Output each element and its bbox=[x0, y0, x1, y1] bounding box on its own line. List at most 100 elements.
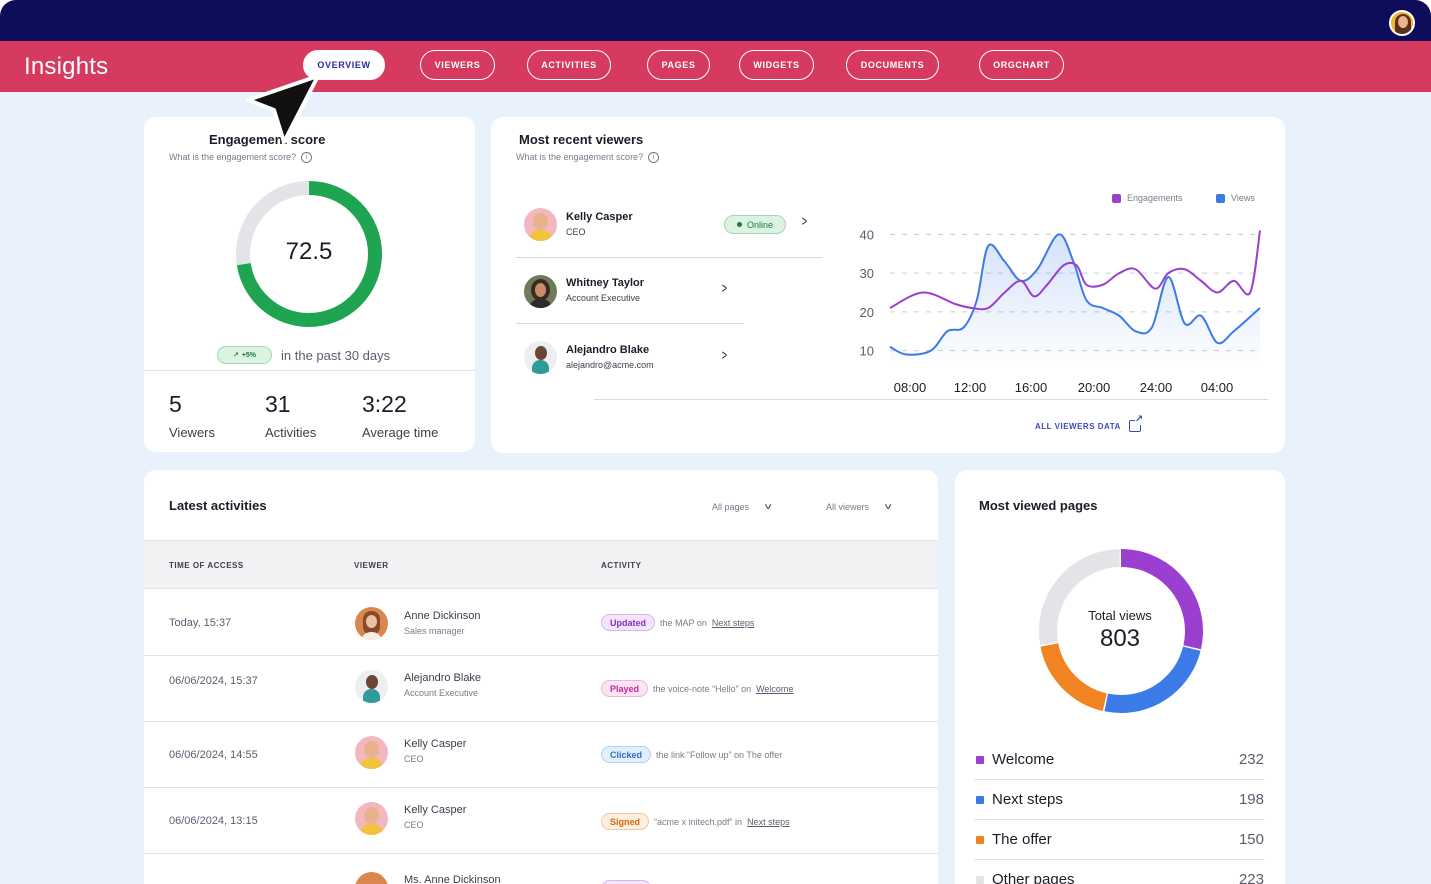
engagement-card bbox=[144, 117, 475, 452]
page-views: 232 bbox=[1238, 751, 1264, 768]
page-row-other-pages[interactable]: Other pages 223 bbox=[974, 860, 1265, 884]
status-badge: Played bbox=[601, 680, 649, 697]
legend-views: Views bbox=[1216, 193, 1255, 203]
time-cell: 06/06/2024, 14:55 bbox=[169, 749, 258, 761]
y-tick-label: 40 bbox=[860, 227, 874, 242]
page-row-welcome[interactable]: Welcome 232 bbox=[974, 740, 1265, 780]
viewer-name: Ms. Anne Dickinson bbox=[404, 874, 501, 884]
total-views-label: Total views bbox=[1088, 608, 1152, 623]
avatar bbox=[355, 736, 388, 769]
viewer-row[interactable]: Alejandro Blake alejandro@acme.com > bbox=[516, 325, 744, 391]
tab-widgets[interactable]: WIDGETS bbox=[739, 50, 814, 80]
filter-pages[interactable]: All pages ∨ bbox=[712, 501, 774, 512]
x-tick-label: 24:00 bbox=[1140, 380, 1173, 395]
status-badge: Clicked bbox=[601, 746, 652, 763]
page-link[interactable]: Next steps bbox=[747, 816, 790, 827]
page-views: 223 bbox=[1238, 871, 1264, 884]
all-viewers-link[interactable]: ALL VIEWERS DATA bbox=[1035, 415, 1144, 432]
viewer-name: Kelly Casper bbox=[404, 804, 467, 816]
x-tick-label: 20:00 bbox=[1078, 380, 1111, 395]
nav-bar: Insights OVERVIEW VIEWERS ACTIVITIES PAG… bbox=[0, 41, 1431, 92]
donut-slice bbox=[1039, 549, 1203, 713]
table-row[interactable]: 06/06/2024, 13:15 Kelly Casper CEO Signe… bbox=[144, 788, 938, 854]
viewer-name: Anne Dickinson bbox=[404, 610, 481, 622]
viewer-role: alejandro@acme.com bbox=[566, 360, 654, 370]
views-line bbox=[889, 233, 1261, 356]
activities-card bbox=[144, 470, 938, 884]
stat-activities-label: Activities bbox=[265, 425, 317, 440]
info-icon[interactable]: i bbox=[301, 152, 313, 164]
filter-viewers[interactable]: All viewers ∨ bbox=[826, 501, 894, 512]
avatar bbox=[355, 802, 388, 835]
activity-cell bbox=[601, 880, 651, 884]
col-viewer: VIEWER bbox=[354, 561, 389, 570]
page-title: Insights bbox=[24, 53, 109, 80]
avatar bbox=[355, 607, 388, 640]
activity-cell: Clicked the link “Follow up” on The offe… bbox=[601, 746, 782, 763]
engagement-score: 72.5 bbox=[285, 238, 333, 265]
engagement-help[interactable]: What is the engagement score? i bbox=[169, 152, 313, 164]
chart-baseline bbox=[594, 399, 1268, 400]
stat-time-label: Average time bbox=[362, 425, 439, 440]
pages-title: Most viewed pages bbox=[979, 498, 1098, 513]
y-tick-label: 20 bbox=[860, 305, 874, 320]
avatar bbox=[524, 208, 557, 241]
info-icon[interactable]: i bbox=[648, 152, 660, 164]
avatar bbox=[524, 275, 557, 308]
tab-pages[interactable]: PAGES bbox=[647, 50, 710, 80]
x-tick-label: 04:00 bbox=[1201, 380, 1234, 395]
page-views: 150 bbox=[1238, 831, 1264, 848]
chevron-right-icon[interactable]: > bbox=[721, 347, 728, 364]
viewer-row[interactable]: Kelly Casper CEO bbox=[516, 192, 822, 258]
page-link[interactable]: Next steps bbox=[711, 617, 755, 628]
external-link-icon bbox=[1128, 415, 1144, 432]
recent-viewers-card bbox=[491, 117, 1285, 453]
page-row-next-steps[interactable]: Next steps 198 bbox=[974, 780, 1265, 820]
x-tick-label: 12:00 bbox=[954, 380, 987, 395]
activity-cell: Signed “acme x initech.pdf” in Next steps bbox=[601, 813, 790, 830]
table-row[interactable]: 06/06/2024, 15:37 Alejandro Blake Accoun… bbox=[144, 656, 938, 722]
engagements-line bbox=[889, 230, 1261, 311]
tab-documents[interactable]: DOCUMENTS bbox=[846, 50, 939, 80]
viewer-role: CEO bbox=[566, 227, 586, 237]
stat-viewers-label: Viewers bbox=[169, 425, 216, 440]
stat-time-value: 3:22 bbox=[362, 391, 407, 417]
gauge-fill bbox=[236, 181, 382, 327]
tab-orgchart[interactable]: ORGCHART bbox=[979, 50, 1064, 80]
viewer-name: Alejandro Blake bbox=[404, 672, 482, 684]
engagement-title: Engagement score bbox=[209, 132, 326, 147]
cursor-pointer-icon bbox=[246, 74, 320, 144]
time-cell: 06/06/2024, 13:15 bbox=[169, 815, 258, 827]
stat-activities-value: 31 bbox=[265, 391, 291, 417]
viewer-role: CEO bbox=[404, 820, 424, 830]
tab-viewers[interactable]: VIEWERS bbox=[420, 50, 495, 80]
divider bbox=[144, 370, 475, 371]
y-tick-label: 30 bbox=[860, 266, 874, 281]
table-row[interactable]: Today, 15:37 Anne Dickinson Sales manage… bbox=[144, 590, 938, 656]
page-name: Other pages bbox=[992, 871, 1075, 884]
viewer-role: Account Executive bbox=[404, 688, 479, 698]
x-tick-label: 08:00 bbox=[894, 380, 927, 395]
chevron-down-icon: ∨ bbox=[883, 501, 894, 511]
page-name: The offer bbox=[992, 831, 1052, 848]
table-row[interactable]: 06/06/2024, 14:55 Kelly Casper CEO Click… bbox=[144, 722, 938, 788]
page-link[interactable]: Welcome bbox=[756, 683, 794, 694]
chevron-right-icon[interactable]: > bbox=[801, 213, 808, 230]
table-row[interactable]: Ms. Anne Dickinson bbox=[144, 854, 938, 884]
viewer-role: CEO bbox=[404, 754, 424, 764]
top-bar bbox=[0, 0, 1431, 41]
tab-activities[interactable]: ACTIVITIES bbox=[527, 50, 611, 80]
online-badge: Online bbox=[724, 215, 786, 234]
trend-badge: ↗ +5% bbox=[217, 346, 272, 364]
user-avatar[interactable] bbox=[1389, 10, 1415, 36]
page-name: Welcome bbox=[992, 751, 1055, 768]
chevron-right-icon[interactable]: > bbox=[721, 280, 728, 297]
activity-cell: Updated the MAP on Next steps bbox=[601, 614, 754, 631]
recent-viewers-help[interactable]: What is the engagement score? i bbox=[516, 152, 660, 164]
x-tick-label: 16:00 bbox=[1015, 380, 1048, 395]
page-row-the-offer[interactable]: The offer 150 bbox=[974, 820, 1265, 860]
page-name: Next steps bbox=[992, 791, 1063, 808]
donut-slice bbox=[1039, 549, 1203, 713]
viewer-row[interactable]: Whitney Taylor Account Executive > bbox=[516, 258, 744, 324]
